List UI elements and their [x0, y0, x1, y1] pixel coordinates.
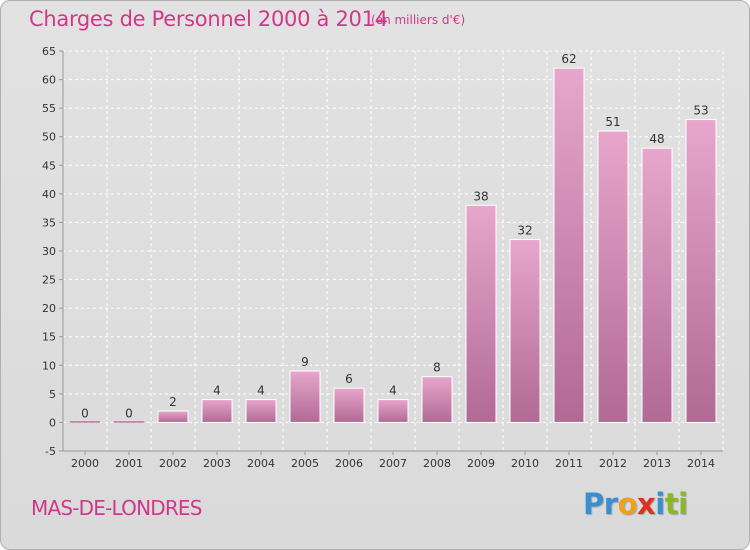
- y-tick-label: 10: [42, 359, 56, 372]
- chart-subtitle: (en milliers d'€): [371, 13, 466, 27]
- data-label: 38: [473, 189, 488, 203]
- y-tick-label: 60: [42, 74, 56, 87]
- bar: [641, 147, 673, 423]
- bar: [333, 387, 365, 423]
- data-label: 0: [81, 406, 89, 420]
- x-tick-label: 2001: [115, 457, 143, 470]
- x-tick-label: 2007: [379, 457, 407, 470]
- y-tick-label: 15: [42, 331, 56, 344]
- y-tick-label: 25: [42, 274, 56, 287]
- x-tick-label: 2000: [71, 457, 99, 470]
- y-tick-label: 20: [42, 302, 56, 315]
- bar: [289, 370, 321, 423]
- bar: [597, 130, 629, 423]
- logo-letter: i: [678, 487, 688, 521]
- data-label: 4: [213, 384, 221, 398]
- x-tick-label: 2013: [643, 457, 671, 470]
- x-tick-label: 2004: [247, 457, 275, 470]
- bar: [201, 399, 233, 423]
- x-tick-label: 2010: [511, 457, 539, 470]
- x-tick-label: 2002: [159, 457, 187, 470]
- y-tick-label: 0: [49, 416, 56, 429]
- x-tick-label: 2012: [599, 457, 627, 470]
- data-label: 4: [257, 384, 265, 398]
- commune-name: MAS-DE-LONDRES: [31, 496, 202, 520]
- y-tick-label: 35: [42, 216, 56, 229]
- bar: [113, 421, 145, 423]
- data-label: 53: [693, 104, 708, 118]
- bar: [157, 410, 189, 423]
- data-label: 32: [517, 224, 532, 238]
- x-tick-label: 2005: [291, 457, 319, 470]
- y-tick-label: 45: [42, 159, 56, 172]
- data-label: 8: [433, 361, 441, 375]
- x-tick-label: 2014: [687, 457, 715, 470]
- data-label: 6: [345, 372, 353, 386]
- x-tick-label: 2008: [423, 457, 451, 470]
- logo-letter: r: [603, 487, 618, 521]
- proxiti-logo: Proxiti: [583, 487, 688, 521]
- logo-letter: t: [664, 487, 679, 521]
- x-tick-label: 2003: [203, 457, 231, 470]
- x-tick-label: 2011: [555, 457, 583, 470]
- logo-letter: x: [637, 487, 656, 521]
- data-label: 51: [605, 115, 620, 129]
- chart-title: Charges de Personnel 2000 à 2014: [29, 7, 388, 31]
- data-label: 2: [169, 395, 177, 409]
- data-label: 4: [389, 384, 397, 398]
- data-label: 62: [561, 52, 576, 66]
- bar: [377, 399, 409, 423]
- y-tick-label: 5: [49, 388, 56, 401]
- data-label: 0: [125, 406, 133, 420]
- data-label: 48: [649, 132, 664, 146]
- y-tick-label: 40: [42, 188, 56, 201]
- bar: [245, 399, 277, 423]
- bar: [465, 204, 497, 423]
- bars: [69, 67, 717, 423]
- logo-letter: P: [583, 487, 604, 521]
- y-tick-label: -5: [45, 445, 56, 458]
- logo-letter: o: [617, 487, 638, 521]
- bar: [421, 376, 453, 423]
- y-tick-label: 50: [42, 131, 56, 144]
- y-tick-label: 55: [42, 102, 56, 115]
- bar: [509, 239, 541, 423]
- data-label: 9: [301, 355, 309, 369]
- bar: [685, 119, 717, 423]
- bar: [69, 421, 101, 423]
- x-tick-label: 2009: [467, 457, 495, 470]
- x-tick-label: 2006: [335, 457, 363, 470]
- logo-letter: i: [655, 487, 665, 521]
- y-tick-label: 65: [42, 45, 56, 58]
- y-tick-label: 30: [42, 245, 56, 258]
- bar: [553, 67, 585, 423]
